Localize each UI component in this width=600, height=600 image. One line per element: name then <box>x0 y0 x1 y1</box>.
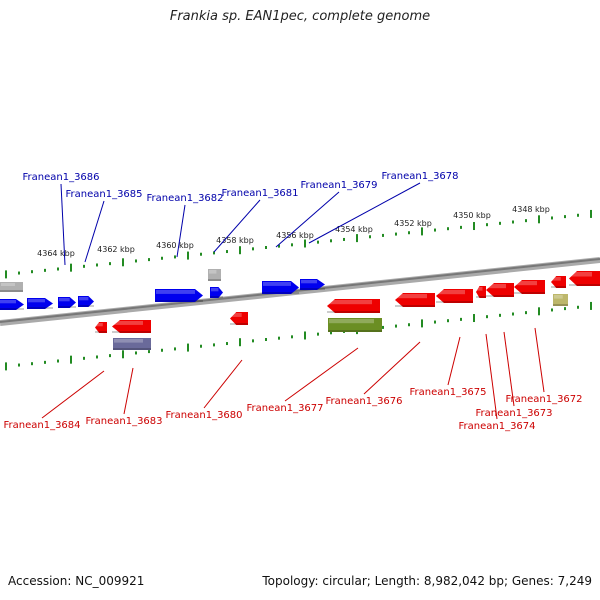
gene-label-bottom: Franean1_3680 <box>165 410 242 421</box>
gene-reverse <box>230 312 248 325</box>
gene-other <box>0 282 23 292</box>
gene-label-bottom: Franean1_3674 <box>458 421 535 432</box>
leader-line <box>485 333 498 420</box>
gene-forward <box>0 299 24 310</box>
gene-label-bottom: Franean1_3672 <box>505 394 582 405</box>
gene-forward <box>300 279 325 290</box>
leader-line <box>60 183 66 266</box>
scale-label: 4364 kbp <box>37 249 75 258</box>
leader-line <box>447 336 461 386</box>
genome-title: Frankia sp. EAN1pec, complete genome <box>169 9 431 24</box>
scale-label: 4356 kbp <box>276 231 314 240</box>
gene-label-bottom: Franean1_3673 <box>475 408 552 419</box>
scale-label: 4360 kbp <box>156 241 194 250</box>
gene-forward <box>58 297 76 308</box>
gene-other <box>113 338 151 350</box>
gene-reverse <box>112 320 151 333</box>
gene-forward <box>262 281 299 294</box>
leader-line <box>84 200 105 263</box>
accession-label: Accession: NC_009921 <box>8 574 145 588</box>
gene-forward <box>27 298 53 309</box>
scale-label: 4358 kbp <box>216 236 254 245</box>
gene-reverse <box>327 299 380 313</box>
leader-line <box>284 347 359 402</box>
leader-line <box>203 359 243 409</box>
gene-label-bottom: Franean1_3684 <box>3 420 80 431</box>
gene-label-bottom: Franean1_3677 <box>246 403 323 414</box>
leader-line <box>123 367 134 415</box>
scale-label: 4362 kbp <box>97 245 135 254</box>
leader-line <box>213 199 261 253</box>
gene-forward <box>78 296 94 307</box>
gene-label-bottom: Franean1_3675 <box>409 387 486 398</box>
scale-label: 4350 kbp <box>453 211 491 220</box>
backbone-core <box>0 258 600 323</box>
leader-line <box>308 182 421 244</box>
gene-label-top: Franean1_3682 <box>146 193 223 204</box>
topology-label: Topology: circular; Length: 8,982,042 bp… <box>262 574 592 588</box>
leader-line <box>176 204 186 258</box>
gene-label-bottom: Franean1_3676 <box>325 396 402 407</box>
gene-forward <box>210 287 223 298</box>
gene-reverse <box>551 276 566 288</box>
scale-label: 4348 kbp <box>512 205 550 214</box>
leader-line <box>534 327 545 393</box>
gene-label-top: Franean1_3685 <box>65 189 142 200</box>
leader-line <box>363 341 421 395</box>
gene-other <box>553 294 568 306</box>
gene-other <box>208 269 221 281</box>
leader-line <box>275 191 340 248</box>
leader-line <box>503 331 515 407</box>
gene-reverse <box>486 283 514 297</box>
gene-label-top: Franean1_3678 <box>381 171 458 182</box>
gene-other <box>328 318 382 332</box>
gene-reverse <box>95 322 107 333</box>
gene-reverse <box>569 271 600 286</box>
gene-reverse <box>514 280 545 294</box>
gene-label-bottom: Franean1_3683 <box>85 416 162 427</box>
gene-reverse <box>436 289 473 303</box>
scale-label: 4354 kbp <box>335 225 373 234</box>
scale-label: 4352 kbp <box>394 219 432 228</box>
gene-reverse <box>476 286 486 298</box>
gene-label-top: Franean1_3681 <box>221 188 298 199</box>
gene-label-top: Franean1_3679 <box>300 180 377 191</box>
leader-line <box>41 370 105 419</box>
gene-forward <box>155 289 203 302</box>
gene-label-top: Franean1_3686 <box>22 172 99 183</box>
gene-reverse <box>395 293 435 307</box>
